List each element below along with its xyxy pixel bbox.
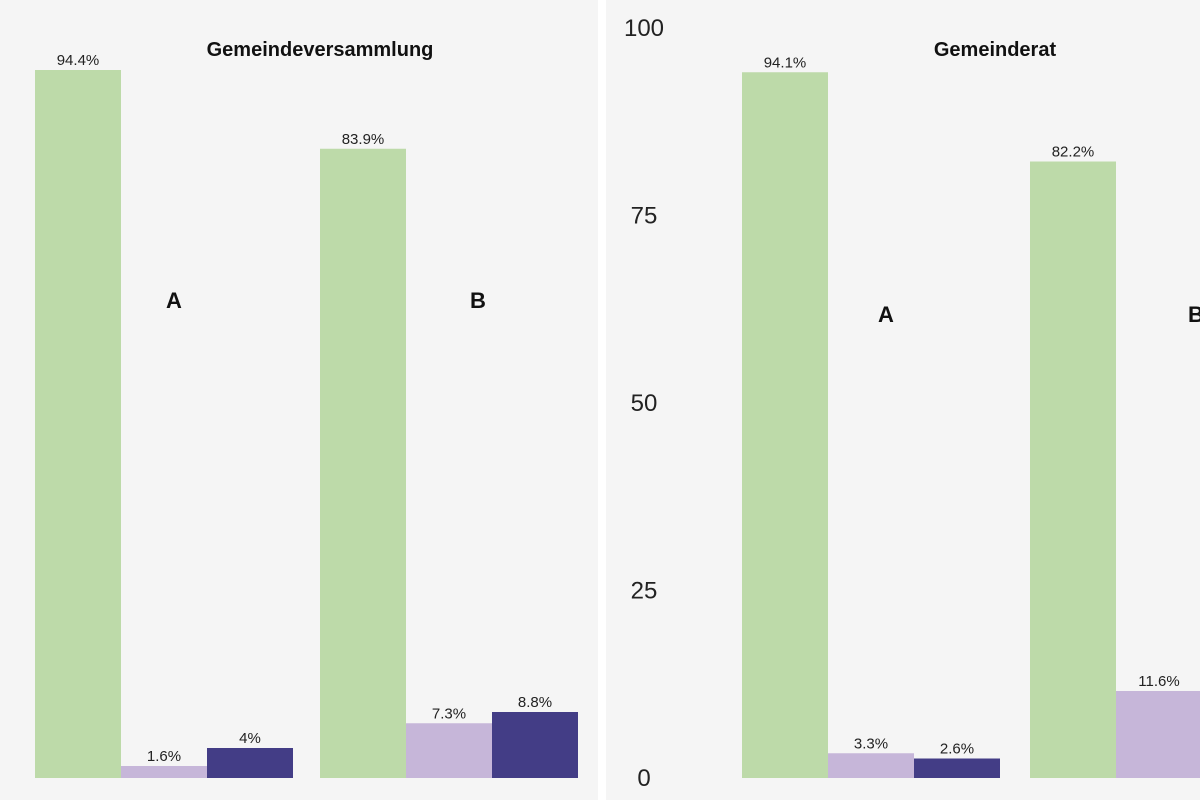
y-tick-label-50: 50: [631, 390, 658, 417]
left-panel-title: Gemeindeversammlung: [207, 39, 434, 61]
bar-chart0-a-series3: [207, 748, 293, 778]
right-group-label-a: A: [878, 302, 894, 327]
bar-chart1-a-series1: [742, 72, 828, 778]
value-label-chart1-b-series2: 11.6%: [1138, 673, 1179, 690]
value-label-chart0-a-series2: 1.6%: [147, 748, 181, 765]
bar-chart0-b-series2: [406, 723, 492, 778]
value-label-chart1-b-series1: 82.2%: [1052, 144, 1095, 161]
value-label-chart1-a-series2: 3.3%: [854, 735, 888, 752]
right-group-label-b: B: [1188, 302, 1200, 327]
left-group-label-b: B: [470, 288, 486, 313]
bar-chart1-a-series3: [914, 758, 1000, 778]
bar-chart0-b-series3: [492, 712, 578, 778]
bar-chart0-b-series1: [320, 148, 406, 778]
value-label-chart1-a-series1: 94.1%: [764, 54, 807, 71]
value-labels-layer: 94.4% 1.6% 4% 83.9% 7.3% 8.8% 94.1% 3.3% 2.6% 82.…: [57, 52, 1180, 765]
y-tick-label-100: 100: [624, 15, 664, 42]
bar-chart0-a-series2: [121, 766, 207, 778]
bar-chart1-b-series1: [1030, 161, 1116, 778]
value-label-chart1-a-series3: 2.6%: [940, 741, 974, 758]
value-label-chart0-a-series3: 4%: [239, 730, 261, 747]
y-tick-label-75: 75: [631, 203, 658, 230]
value-label-chart0-b-series3: 8.8%: [518, 694, 552, 711]
bar-chart1-b-series2: [1116, 691, 1200, 778]
bars-layer: [35, 70, 1200, 778]
left-group-label-a: A: [166, 288, 182, 313]
bar-chart1-a-series2: [828, 753, 914, 778]
value-label-chart0-b-series2: 7.3%: [432, 705, 466, 722]
y-axis-ticks: 0 25 50 75 100: [624, 15, 664, 792]
bar-chart0-a-series1: [35, 70, 121, 778]
y-tick-label-0: 0: [637, 765, 650, 792]
value-label-chart0-a-series1: 94.4%: [57, 52, 100, 69]
value-label-chart0-b-series1: 83.9%: [342, 131, 385, 148]
right-panel-title: Gemeinderat: [934, 39, 1057, 61]
y-tick-label-25: 25: [631, 578, 658, 605]
